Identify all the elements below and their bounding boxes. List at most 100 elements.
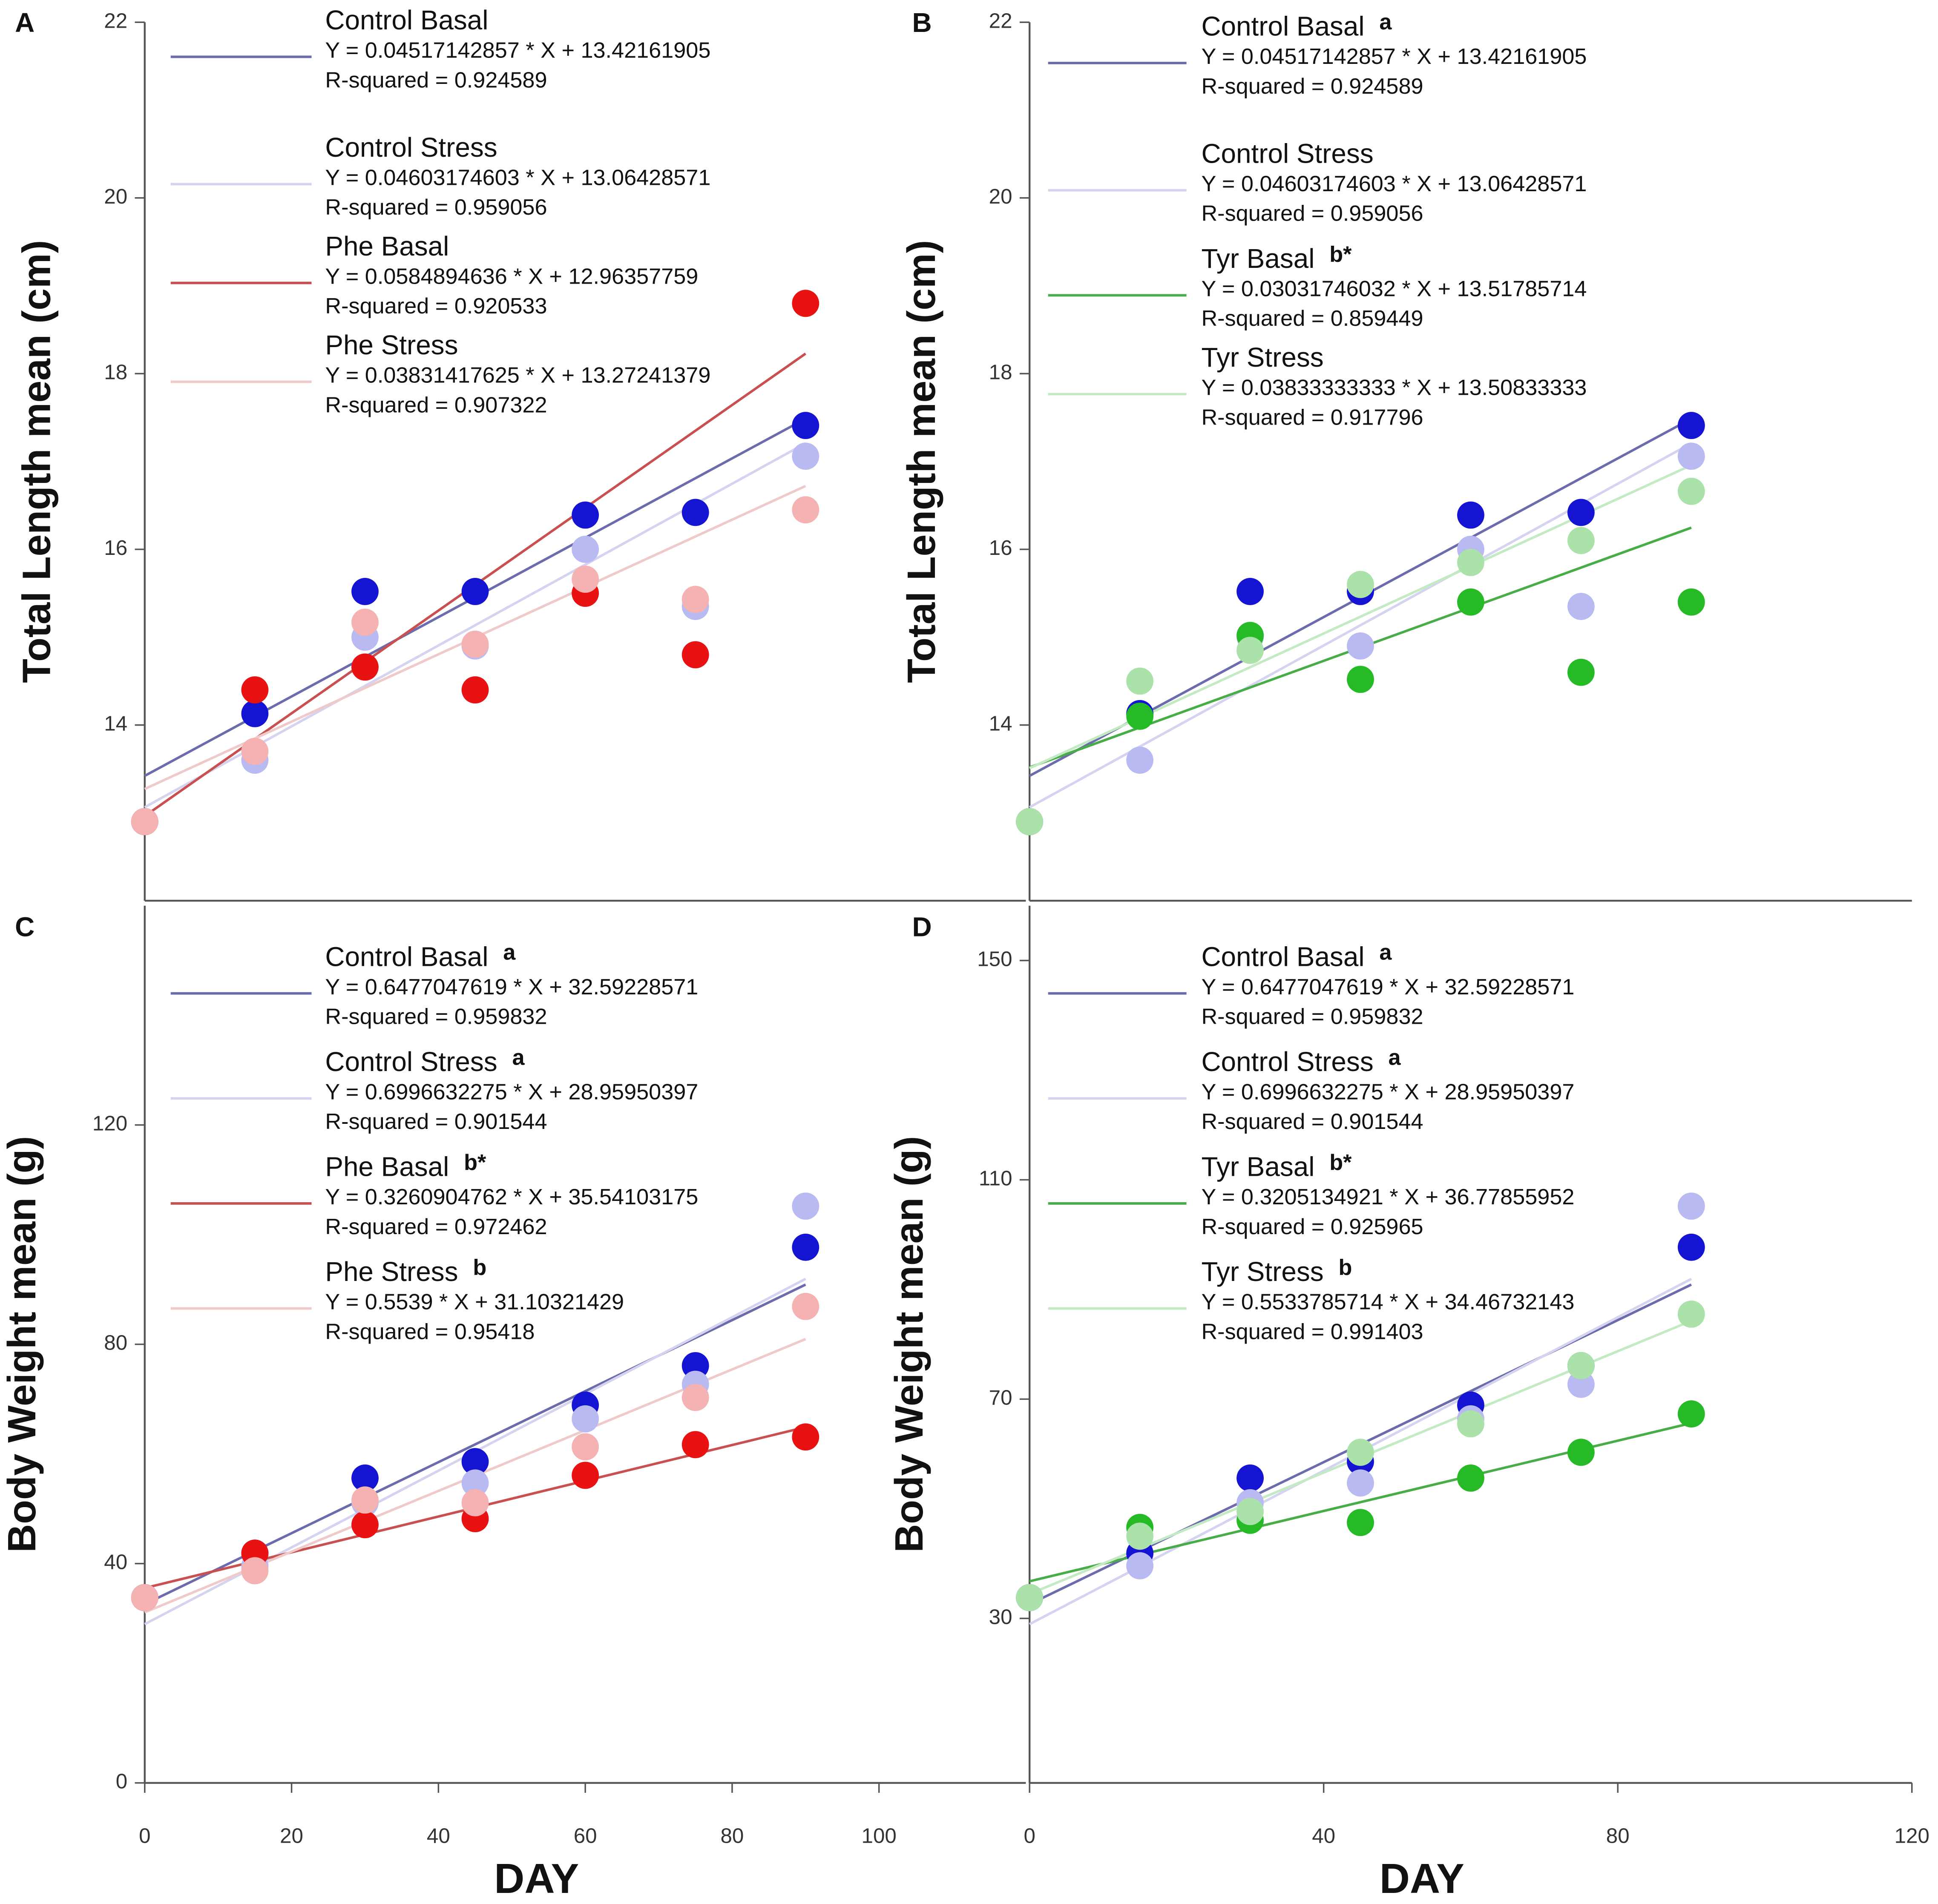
legend-annotation: b* — [1329, 242, 1352, 267]
legend-title: Tyr Basal — [1201, 1152, 1314, 1182]
data-point — [1677, 442, 1705, 470]
panel-label: B — [912, 7, 932, 38]
legend-r-squared: R-squared = 0.95418 — [325, 1319, 535, 1344]
y-tick-label: 20 — [104, 185, 127, 208]
legend-title: Phe Basal — [325, 1152, 449, 1182]
y-axis-label: Body Weight mean (g) — [887, 1136, 931, 1553]
data-point — [461, 1489, 489, 1516]
data-point — [1457, 549, 1484, 576]
data-point — [1457, 501, 1484, 529]
y-tick-label: 14 — [989, 712, 1012, 735]
y-tick-label: 0 — [116, 1770, 127, 1793]
data-point — [681, 586, 709, 613]
legend-r-squared: R-squared = 0.907322 — [325, 393, 547, 417]
legend-annotation: b — [473, 1255, 486, 1280]
data-point — [572, 501, 599, 529]
legend-title: Control Basal — [325, 5, 488, 35]
data-point — [1567, 593, 1595, 620]
data-point — [241, 738, 269, 765]
legend-equation: Y = 0.0584894636 * X + 12.96357759 — [325, 264, 698, 289]
data-point — [792, 1192, 819, 1220]
x-tick-label: 80 — [1606, 1824, 1630, 1847]
legend-r-squared: R-squared = 0.959832 — [1201, 1005, 1423, 1029]
y-tick-label: 22 — [104, 9, 127, 32]
legend-equation: Y = 0.04603174603 * X + 13.06428571 — [325, 165, 710, 190]
data-point — [1677, 588, 1705, 616]
y-tick-label: 30 — [989, 1605, 1012, 1628]
legend-r-squared: R-squared = 0.959056 — [1201, 201, 1423, 226]
data-point — [1236, 1464, 1264, 1492]
legend-title: Control Stress — [1201, 1046, 1373, 1077]
y-tick-label: 16 — [104, 536, 127, 560]
data-point — [1347, 666, 1374, 693]
y-tick-label: 70 — [989, 1386, 1012, 1409]
legend-r-squared: R-squared = 0.925965 — [1201, 1215, 1423, 1239]
data-point — [1126, 1552, 1154, 1579]
data-point — [241, 700, 269, 727]
legend-r-squared: R-squared = 0.901544 — [325, 1109, 547, 1134]
legend-r-squared: R-squared = 0.959056 — [325, 195, 547, 220]
data-point — [1347, 1439, 1374, 1466]
data-point — [351, 1511, 379, 1539]
x-tick-label: 80 — [720, 1824, 744, 1847]
y-tick-label: 14 — [104, 712, 127, 735]
data-point — [1567, 1370, 1595, 1398]
legend-equation: Y = 0.6477047619 * X + 32.59228571 — [325, 975, 698, 999]
x-tick-label: 0 — [1024, 1824, 1035, 1847]
x-tick-label: 60 — [574, 1824, 597, 1847]
legend-title: Phe Stress — [325, 330, 458, 360]
legend-r-squared: R-squared = 0.972462 — [325, 1215, 547, 1239]
legend-equation: Y = 0.04517142857 * X + 13.42161905 — [1201, 44, 1587, 69]
x-tick-label: 120 — [1895, 1824, 1929, 1847]
legend-equation: Y = 0.3205134921 * X + 36.77855952 — [1201, 1185, 1574, 1209]
data-point — [351, 1486, 379, 1514]
data-point — [461, 630, 489, 658]
data-point — [681, 1352, 709, 1379]
legend-r-squared: R-squared = 0.917796 — [1201, 405, 1423, 430]
data-point — [1126, 702, 1154, 730]
data-point — [1347, 571, 1374, 598]
x-tick-label: 0 — [139, 1824, 150, 1847]
data-point — [1347, 1509, 1374, 1536]
data-point — [572, 566, 599, 593]
y-tick-label: 150 — [977, 947, 1012, 971]
y-axis-label: Total Length mean (cm) — [899, 240, 943, 683]
legend-title: Control Stress — [325, 1046, 497, 1077]
data-point — [1457, 1410, 1484, 1438]
data-point — [1126, 667, 1154, 695]
legend-title: Control Basal — [325, 941, 488, 972]
legend-equation: Y = 0.5539 * X + 31.10321429 — [325, 1290, 624, 1315]
data-point — [1126, 1522, 1154, 1550]
legend-title: Phe Stress — [325, 1256, 458, 1287]
x-tick-label: 20 — [280, 1824, 303, 1847]
data-point — [1567, 527, 1595, 554]
data-point — [1347, 632, 1374, 660]
legend-equation: Y = 0.3260904762 * X + 35.54103175 — [325, 1185, 698, 1209]
legend-r-squared: R-squared = 0.920533 — [325, 294, 547, 319]
legend-r-squared: R-squared = 0.924589 — [1201, 74, 1423, 99]
data-point — [681, 1431, 709, 1459]
data-point — [461, 578, 489, 605]
x-axis-label: DAY — [494, 1855, 579, 1902]
data-point — [792, 412, 819, 439]
legend-equation: Y = 0.5533785714 * X + 34.46732143 — [1201, 1290, 1574, 1315]
legend-equation: Y = 0.04603174603 * X + 13.06428571 — [1201, 172, 1587, 196]
data-point — [1457, 588, 1484, 616]
data-point — [131, 1584, 158, 1611]
data-point — [792, 290, 819, 317]
y-tick-label: 18 — [104, 360, 127, 384]
legend-title: Control Stress — [325, 132, 497, 163]
legend-title: Phe Basal — [325, 231, 449, 261]
data-point — [1567, 1352, 1595, 1379]
legend-r-squared: R-squared = 0.924589 — [325, 68, 547, 92]
data-point — [1677, 1300, 1705, 1328]
y-axis-label: Total Length mean (cm) — [14, 240, 59, 683]
data-point — [1236, 637, 1264, 664]
data-point — [461, 676, 489, 704]
legend-annotation: a — [1389, 1045, 1401, 1070]
data-point — [572, 1433, 599, 1461]
data-point — [681, 1384, 709, 1411]
y-axis-label: Body Weight mean (g) — [0, 1136, 44, 1553]
